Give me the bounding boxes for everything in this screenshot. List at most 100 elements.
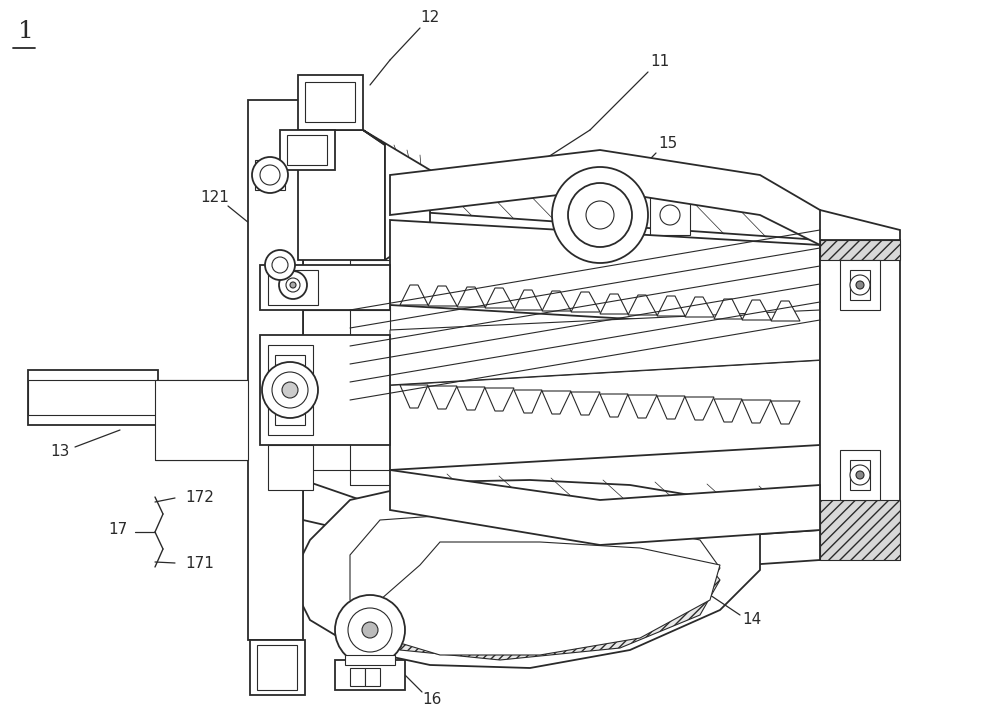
Polygon shape <box>485 288 514 308</box>
Bar <box>850 460 870 490</box>
Circle shape <box>856 281 864 289</box>
Polygon shape <box>390 150 820 245</box>
Text: 1: 1 <box>18 20 34 43</box>
Bar <box>345 655 395 665</box>
Polygon shape <box>542 291 571 311</box>
Bar <box>298 75 363 130</box>
Circle shape <box>856 471 864 479</box>
Circle shape <box>272 372 308 408</box>
Circle shape <box>252 157 288 193</box>
Bar <box>155 380 248 460</box>
Polygon shape <box>571 292 600 312</box>
Polygon shape <box>714 299 742 319</box>
Polygon shape <box>657 396 685 419</box>
Polygon shape <box>514 390 542 413</box>
Polygon shape <box>685 297 714 317</box>
Polygon shape <box>290 480 760 668</box>
Polygon shape <box>457 287 485 307</box>
Circle shape <box>272 257 288 273</box>
Polygon shape <box>714 399 742 422</box>
Polygon shape <box>303 480 900 575</box>
Circle shape <box>850 275 870 295</box>
Circle shape <box>260 165 280 185</box>
Bar <box>260 335 390 445</box>
Polygon shape <box>390 220 820 330</box>
Bar <box>28 370 158 425</box>
Polygon shape <box>742 400 771 423</box>
Text: 11: 11 <box>650 54 670 70</box>
Bar <box>850 270 870 300</box>
Circle shape <box>552 167 648 263</box>
Bar <box>287 135 327 165</box>
Polygon shape <box>657 296 685 316</box>
Circle shape <box>290 282 296 288</box>
Circle shape <box>335 595 405 665</box>
Circle shape <box>265 250 295 280</box>
Bar <box>250 640 305 695</box>
Bar <box>650 195 690 235</box>
Bar <box>268 445 313 490</box>
Polygon shape <box>400 285 428 305</box>
Text: 14: 14 <box>742 613 762 627</box>
Polygon shape <box>600 394 628 417</box>
Polygon shape <box>380 542 720 655</box>
Polygon shape <box>298 130 385 260</box>
Text: 121: 121 <box>201 190 229 205</box>
Bar <box>248 100 303 640</box>
Bar <box>268 345 313 435</box>
Bar <box>268 270 318 305</box>
Circle shape <box>660 205 680 225</box>
Polygon shape <box>771 301 800 321</box>
Bar <box>255 160 285 190</box>
Bar <box>840 450 880 500</box>
Bar <box>28 380 158 415</box>
Text: 16: 16 <box>422 693 442 708</box>
Bar <box>275 355 305 425</box>
Bar <box>257 645 297 690</box>
Bar <box>305 82 355 122</box>
Circle shape <box>282 382 298 398</box>
Polygon shape <box>685 397 714 420</box>
Circle shape <box>286 278 300 292</box>
Circle shape <box>568 183 632 247</box>
Circle shape <box>279 271 307 299</box>
Polygon shape <box>390 310 820 385</box>
Polygon shape <box>360 540 720 660</box>
Polygon shape <box>485 388 514 411</box>
Circle shape <box>850 465 870 485</box>
Polygon shape <box>542 391 571 414</box>
Circle shape <box>262 362 318 418</box>
Bar <box>260 265 390 310</box>
Polygon shape <box>820 500 900 560</box>
Text: 171: 171 <box>186 555 214 571</box>
Bar <box>365 668 380 686</box>
Polygon shape <box>303 175 900 260</box>
Polygon shape <box>390 360 820 470</box>
Text: 17: 17 <box>108 523 128 537</box>
Polygon shape <box>400 385 428 408</box>
Polygon shape <box>600 294 628 314</box>
Circle shape <box>586 201 614 229</box>
Polygon shape <box>571 392 600 415</box>
Bar <box>335 660 405 690</box>
Polygon shape <box>457 387 485 410</box>
Polygon shape <box>390 470 820 545</box>
Text: 15: 15 <box>658 136 678 150</box>
Text: 13: 13 <box>50 444 70 460</box>
Circle shape <box>348 608 392 652</box>
Polygon shape <box>628 295 657 315</box>
Polygon shape <box>771 401 800 424</box>
Polygon shape <box>820 240 900 260</box>
Bar <box>820 240 900 560</box>
Polygon shape <box>628 395 657 418</box>
Bar <box>280 130 335 170</box>
Circle shape <box>362 622 378 638</box>
Text: 12: 12 <box>420 10 440 25</box>
Polygon shape <box>350 515 720 648</box>
Polygon shape <box>514 290 542 310</box>
Polygon shape <box>363 130 430 260</box>
Polygon shape <box>428 286 457 306</box>
Text: 172: 172 <box>186 491 214 505</box>
Bar <box>350 668 365 686</box>
Polygon shape <box>742 300 771 320</box>
